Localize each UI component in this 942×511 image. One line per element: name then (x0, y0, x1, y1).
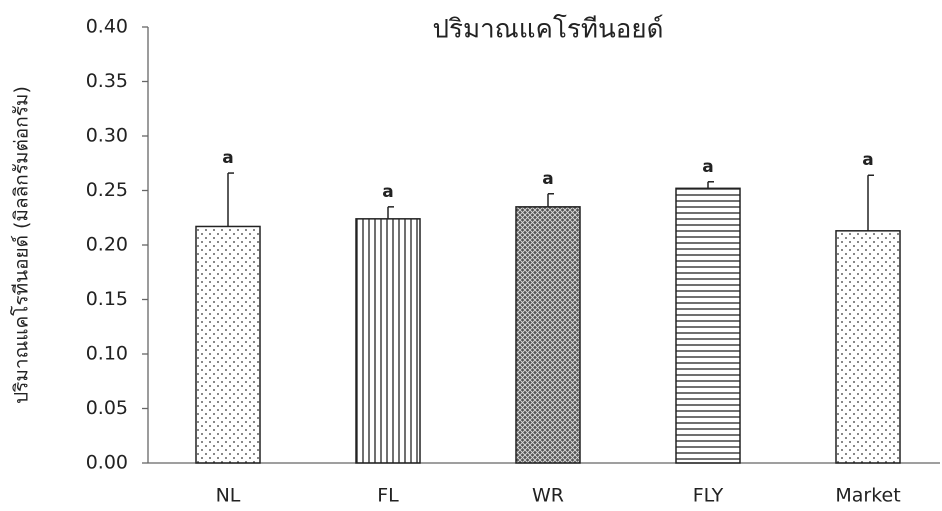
x-tick-label: FLY (693, 485, 724, 507)
x-tick-label: FL (377, 485, 399, 507)
y-tick-label: 0.25 (86, 179, 128, 201)
y-tick-label: 0.05 (86, 397, 128, 419)
significance-label: a (222, 148, 233, 168)
bar (835, 230, 901, 464)
x-tick-label: WR (532, 485, 564, 507)
significance-label: a (542, 169, 553, 189)
chart-title: ปริมาณแคโรทีนอยด์ (432, 14, 663, 45)
bar (195, 225, 261, 464)
significance-label: a (702, 157, 713, 177)
bar (675, 187, 741, 464)
y-tick-label: 0.15 (86, 288, 128, 310)
y-tick-label: 0.10 (86, 343, 128, 365)
y-tick-label: 0.40 (86, 16, 128, 38)
significance-label: a (862, 150, 873, 170)
significance-label: a (382, 182, 393, 202)
y-tick-label: 0.35 (86, 70, 128, 92)
y-tick-label: 0.00 (86, 452, 128, 474)
x-tick-label: Market (835, 485, 900, 507)
y-axis-label: ปริมาณแคโรทีนอยด์ (มิลลิกรัมต่อกรัม) (10, 86, 33, 404)
y-tick-label: 0.30 (86, 125, 128, 147)
bar (515, 206, 581, 464)
y-tick-label: 0.20 (86, 234, 128, 256)
bar (355, 218, 421, 464)
x-tick-label: NL (216, 485, 241, 507)
